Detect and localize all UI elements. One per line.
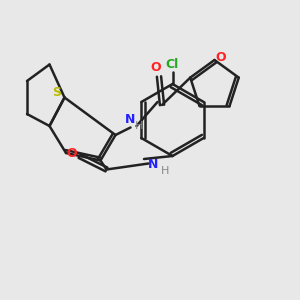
Text: N: N (148, 158, 158, 172)
Text: S: S (52, 86, 62, 100)
Text: H: H (161, 166, 169, 176)
Text: O: O (151, 61, 161, 74)
Text: O: O (215, 50, 226, 64)
Text: O: O (67, 147, 77, 160)
Text: N: N (125, 112, 136, 126)
Text: H: H (135, 121, 144, 131)
Text: Cl: Cl (166, 58, 179, 71)
